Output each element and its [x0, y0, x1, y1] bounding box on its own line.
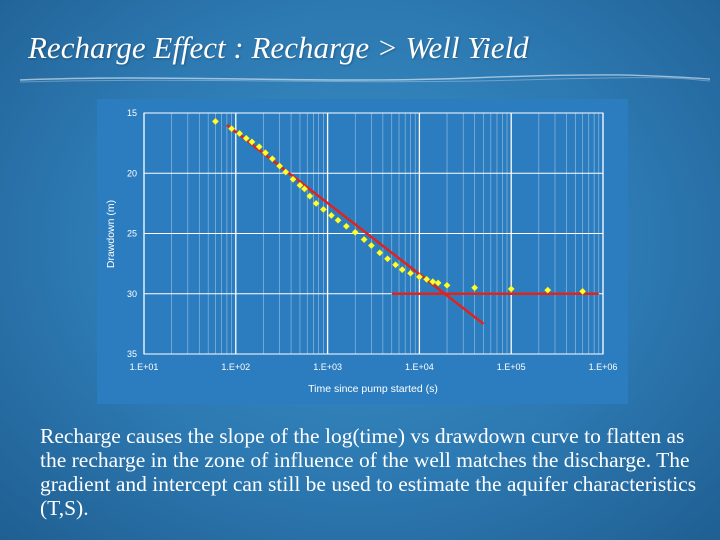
data-point — [383, 255, 392, 263]
data-point — [579, 287, 587, 295]
data-point — [544, 286, 552, 294]
data-point — [423, 275, 431, 283]
tick-labels: 1.E+01 1.E+02 1.E+03 1.E+04 1.E+05 1.E+06 15 20… — [127, 108, 617, 372]
y-tick-label: 25 — [127, 229, 137, 239]
data-point — [360, 235, 368, 244]
data-point — [398, 266, 406, 274]
data-point — [406, 269, 415, 277]
data-point — [261, 149, 269, 157]
data-point — [300, 185, 309, 193]
x-tick-label: 1.E+02 — [221, 362, 250, 372]
gridlines — [143, 112, 604, 355]
data-point — [268, 155, 276, 163]
data-point — [376, 249, 384, 257]
y-tick-label: 15 — [127, 108, 137, 118]
data-point — [282, 168, 290, 176]
data-point — [242, 134, 250, 142]
data-point — [236, 129, 244, 138]
data-point — [434, 279, 442, 287]
data-point — [443, 281, 451, 289]
data-point — [471, 284, 479, 292]
data-point — [342, 222, 350, 230]
data-point — [391, 261, 400, 269]
title-underline-decoration — [20, 74, 710, 83]
drawdown-chart: 1.E+01 1.E+02 1.E+03 1.E+04 1.E+05 1.E+06 15 20… — [97, 99, 628, 404]
data-point — [334, 216, 342, 224]
data-point — [228, 125, 236, 133]
data-point — [507, 285, 515, 293]
data-point — [351, 228, 359, 236]
data-point — [306, 192, 314, 200]
data-point — [429, 278, 437, 286]
data-point — [367, 241, 375, 250]
slide-title: Recharge Effect : Recharge > Well Yield — [28, 30, 529, 65]
y-tick-label: 35 — [127, 349, 137, 359]
data-point — [327, 211, 335, 220]
data-point — [319, 205, 327, 213]
data-point — [296, 181, 304, 189]
x-tick-label: 1.E+04 — [405, 362, 434, 372]
y-tick-label: 30 — [127, 289, 137, 299]
data-point — [276, 162, 284, 170]
slide-body-text: Recharge causes the slope of the log(tim… — [40, 424, 697, 520]
data-points — [211, 117, 587, 295]
data-point — [289, 175, 297, 183]
x-tick-label: 1.E+01 — [130, 362, 159, 372]
y-tick-label: 20 — [127, 168, 137, 178]
data-point — [248, 138, 256, 146]
x-tick-label: 1.E+05 — [497, 362, 526, 372]
x-axis-label: Time since pump started (s) — [308, 383, 438, 395]
y-axis-label: Drawdown (m) — [105, 200, 117, 268]
data-point — [415, 273, 423, 281]
x-tick-label: 1.E+03 — [313, 362, 342, 372]
data-point — [211, 117, 220, 126]
data-point — [312, 199, 320, 207]
x-tick-label: 1.E+06 — [589, 362, 618, 372]
data-point — [255, 143, 263, 151]
